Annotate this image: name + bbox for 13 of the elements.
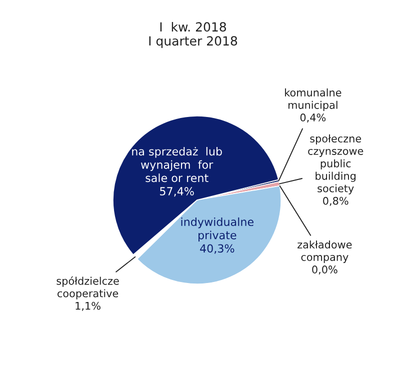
slice-label: komunalne municipal bbox=[285, 88, 342, 111]
slice-label: spółdzielcze cooperative bbox=[56, 276, 119, 300]
data-label: 40,3% bbox=[200, 244, 234, 254]
data-label: 57,4% bbox=[160, 187, 194, 197]
data-label: 1,1% bbox=[76, 302, 100, 311]
data-label: 0,8% bbox=[323, 196, 348, 206]
slice-label: na sprzedaż lub wynajem for sale or rent bbox=[132, 146, 222, 182]
data-label: 0,4% bbox=[300, 114, 326, 122]
category-label: zakładowe company bbox=[298, 240, 352, 263]
slice-label: indywidualne private bbox=[181, 217, 254, 242]
slice-label: społeczne czynszowe public building society bbox=[308, 134, 364, 194]
text: 0,0% bbox=[312, 266, 338, 274]
chart-title: I kw. 2018 I quarter 2018 bbox=[149, 22, 238, 48]
